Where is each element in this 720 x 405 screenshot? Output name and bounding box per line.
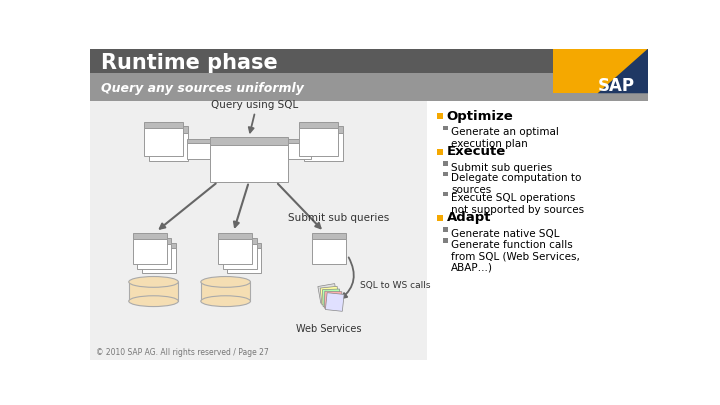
Bar bbox=[437, 149, 444, 155]
Text: © 2010 SAP AG. All rights reserved / Page 27: © 2010 SAP AG. All rights reserved / Pag… bbox=[96, 347, 269, 356]
Bar bbox=[287, 139, 311, 143]
Bar bbox=[132, 233, 167, 239]
Bar bbox=[312, 233, 346, 239]
Text: Query any sources uniformly: Query any sources uniformly bbox=[101, 82, 304, 95]
Bar bbox=[554, 49, 648, 93]
Text: Execute: Execute bbox=[446, 145, 505, 158]
Text: Submit sub queries: Submit sub queries bbox=[451, 162, 552, 173]
Text: SAP: SAP bbox=[598, 77, 635, 94]
Text: SQL to WS calls: SQL to WS calls bbox=[360, 281, 431, 290]
Bar bbox=[300, 128, 338, 156]
Bar bbox=[323, 289, 340, 307]
Bar bbox=[144, 128, 183, 156]
Bar bbox=[444, 238, 448, 243]
Text: Web Services: Web Services bbox=[296, 324, 361, 334]
Bar bbox=[142, 243, 176, 248]
Bar bbox=[304, 126, 343, 132]
Bar bbox=[138, 243, 171, 269]
Bar bbox=[90, 49, 648, 101]
Bar bbox=[444, 126, 448, 130]
Text: Query using SQL: Query using SQL bbox=[212, 100, 299, 110]
Bar bbox=[300, 122, 338, 128]
Bar bbox=[187, 143, 210, 159]
Text: Adapt: Adapt bbox=[446, 211, 491, 224]
Bar bbox=[144, 122, 183, 128]
Bar bbox=[210, 145, 287, 182]
Bar bbox=[138, 238, 171, 243]
Bar bbox=[222, 243, 256, 269]
Bar bbox=[129, 282, 179, 301]
Bar bbox=[228, 243, 261, 248]
Bar bbox=[90, 49, 648, 73]
Ellipse shape bbox=[201, 277, 251, 287]
Bar bbox=[444, 227, 448, 232]
Text: Submit sub queries: Submit sub queries bbox=[287, 213, 389, 224]
Bar bbox=[142, 248, 176, 273]
Ellipse shape bbox=[129, 296, 179, 307]
Bar bbox=[287, 143, 311, 159]
Bar bbox=[218, 233, 252, 239]
Polygon shape bbox=[598, 49, 648, 93]
Bar bbox=[149, 132, 188, 161]
FancyArrowPatch shape bbox=[342, 258, 354, 298]
Bar bbox=[318, 284, 338, 303]
Bar bbox=[324, 291, 342, 309]
Text: Generate native SQL: Generate native SQL bbox=[451, 229, 559, 239]
Bar bbox=[228, 248, 261, 273]
Text: Generate an optimal
execution plan: Generate an optimal execution plan bbox=[451, 127, 559, 149]
Text: Optimize: Optimize bbox=[446, 110, 513, 123]
Bar bbox=[218, 239, 252, 264]
Ellipse shape bbox=[201, 296, 251, 307]
Bar bbox=[304, 132, 343, 161]
Text: Execute SQL operations
not supported by sources: Execute SQL operations not supported by … bbox=[451, 193, 584, 215]
Text: Runtime phase: Runtime phase bbox=[101, 53, 278, 73]
Bar bbox=[210, 137, 287, 145]
Bar bbox=[444, 161, 448, 166]
Bar bbox=[444, 192, 448, 196]
Bar bbox=[437, 113, 444, 119]
Bar bbox=[187, 139, 210, 143]
Bar bbox=[312, 239, 346, 264]
Ellipse shape bbox=[129, 277, 179, 287]
Bar bbox=[325, 293, 344, 311]
Text: Generate function calls
from SQL (Web Services,
ABAP…): Generate function calls from SQL (Web Se… bbox=[451, 240, 580, 273]
Bar bbox=[444, 172, 448, 177]
Bar bbox=[90, 101, 427, 360]
Bar bbox=[149, 126, 188, 132]
Text: Delegate computation to
sources: Delegate computation to sources bbox=[451, 173, 582, 195]
Bar bbox=[222, 238, 256, 243]
Bar bbox=[132, 239, 167, 264]
Bar bbox=[437, 215, 444, 221]
Bar bbox=[320, 286, 339, 305]
Bar bbox=[201, 282, 251, 301]
